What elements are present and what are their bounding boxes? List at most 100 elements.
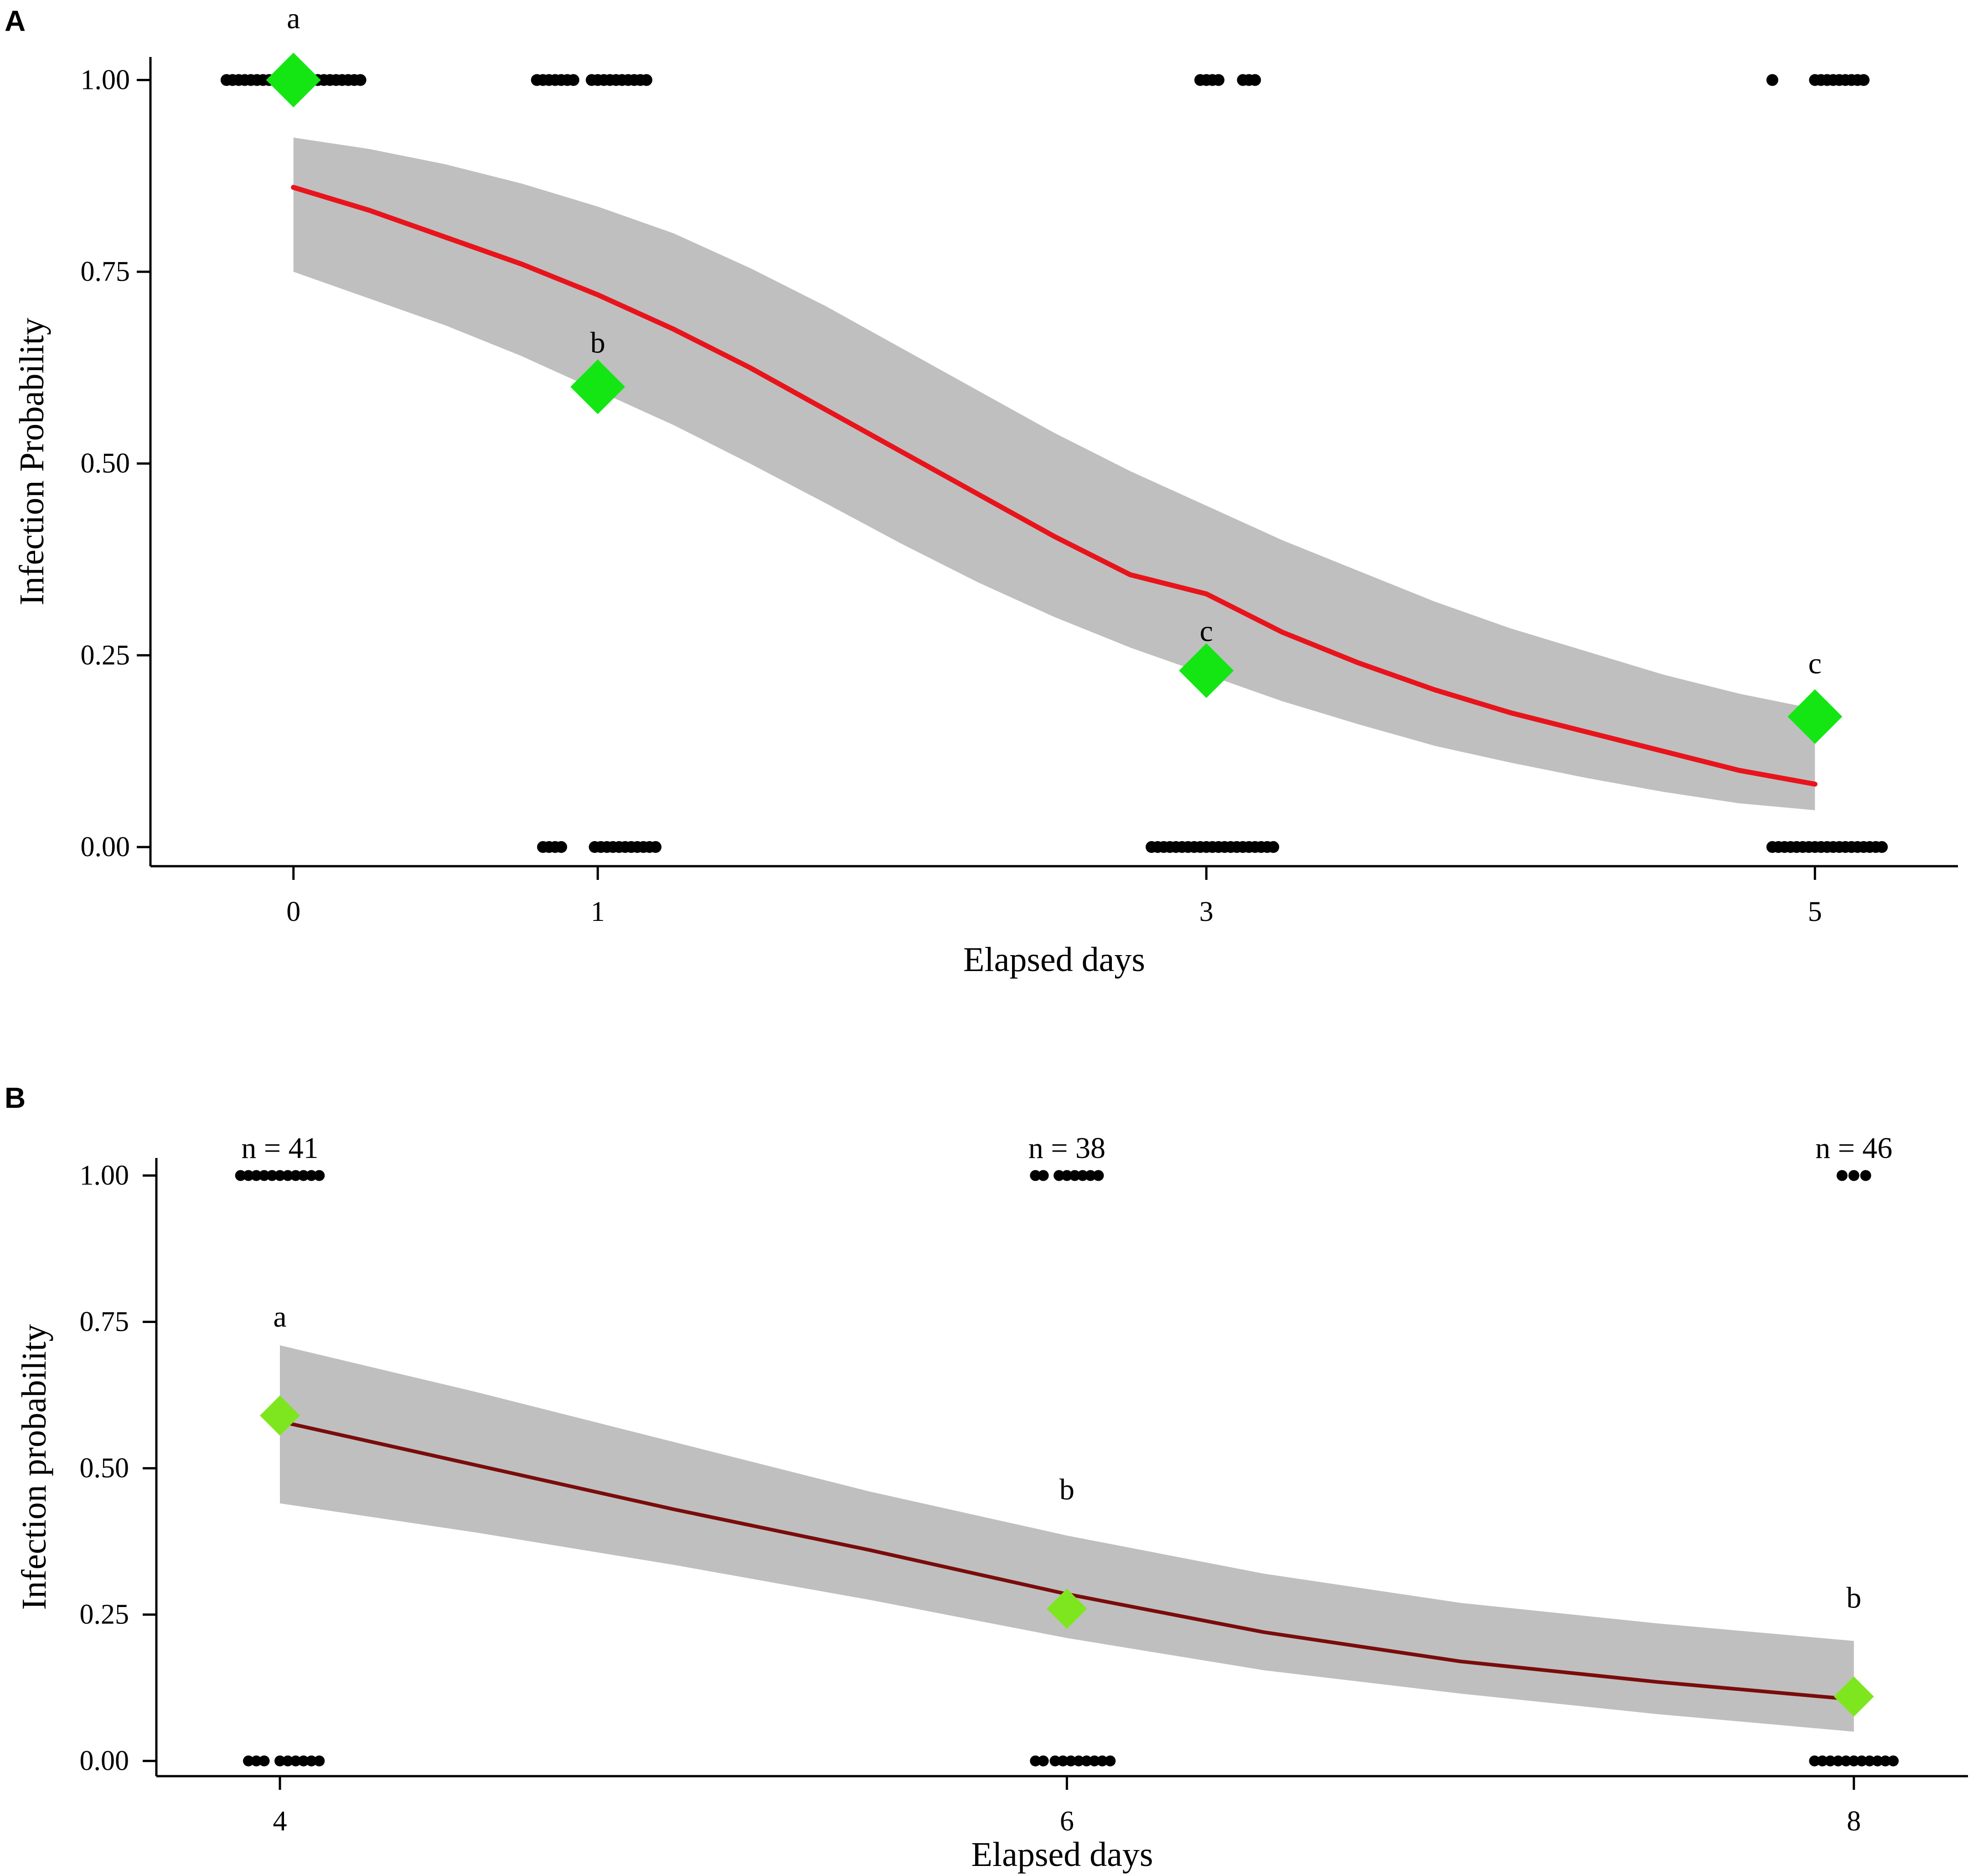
raw-observation-point xyxy=(258,1170,270,1181)
observed-proportion-point xyxy=(1047,1588,1087,1629)
raw-observation-point xyxy=(266,1170,278,1181)
raw-observation-point xyxy=(1097,1755,1108,1767)
sample-size-label: n = 46 xyxy=(1815,1132,1892,1165)
raw-observation-point xyxy=(1864,1755,1875,1767)
x-tick-label: 1 xyxy=(591,896,605,927)
raw-observation-point xyxy=(1848,1755,1859,1767)
raw-observation-point xyxy=(1872,1755,1883,1767)
raw-observation-point xyxy=(1049,1755,1061,1767)
raw-observation-point xyxy=(1057,1755,1069,1767)
raw-observation-point xyxy=(650,841,662,853)
raw-observation-point xyxy=(306,1170,317,1181)
raw-observation-point xyxy=(282,1755,294,1767)
y-tick-label: 1.00 xyxy=(80,1160,129,1191)
significance-letter: b xyxy=(590,326,605,359)
raw-observation-point xyxy=(354,74,367,86)
x-axis-title: Elapsed days xyxy=(963,941,1145,979)
raw-observation-point xyxy=(1089,1755,1100,1767)
significance-letter: a xyxy=(273,1300,286,1333)
raw-observation-point xyxy=(1249,74,1261,86)
raw-observation-point xyxy=(314,1755,325,1767)
x-tick-label: 8 xyxy=(1847,1806,1861,1837)
raw-observation-point xyxy=(251,1170,262,1181)
raw-observation-point xyxy=(274,1170,285,1181)
raw-observation-point xyxy=(306,1755,317,1767)
significance-letter: c xyxy=(1200,615,1213,648)
raw-observation-point xyxy=(567,74,579,86)
observed-proportion-point xyxy=(266,52,321,108)
raw-observation-point xyxy=(274,1755,285,1767)
raw-observation-point xyxy=(1054,1170,1065,1181)
confidence-band xyxy=(293,137,1815,811)
y-axis-title: Infection Probability xyxy=(13,318,51,605)
raw-observation-point xyxy=(1038,1755,1049,1767)
observed-proportion-point xyxy=(1787,689,1843,744)
x-tick-label: 0 xyxy=(286,896,300,927)
y-tick-label: 0.75 xyxy=(81,256,130,287)
raw-observation-point xyxy=(1809,1755,1820,1767)
raw-observation-point xyxy=(298,1755,309,1767)
raw-observation-point xyxy=(1840,1755,1852,1767)
raw-observation-point xyxy=(1267,841,1280,853)
observed-proportion-point xyxy=(1834,1676,1874,1717)
x-tick-label: 5 xyxy=(1808,896,1822,927)
x-axis-title: Elapsed days xyxy=(971,1835,1153,1874)
raw-observation-point xyxy=(1081,1755,1092,1767)
observed-proportion-point xyxy=(570,359,625,414)
chart-panel-b: a b b n = 41 n = 38 n = 46 0.00 0.25 0.50 0.75 1.0… xyxy=(15,1132,1968,1874)
panel-label-b: B xyxy=(5,1081,26,1114)
raw-observation-point xyxy=(1213,74,1224,86)
y-tick-label: 0.25 xyxy=(81,640,130,671)
raw-observation-point xyxy=(1824,1755,1836,1767)
raw-observation-point xyxy=(1085,1170,1096,1181)
y-tick-label: 0.25 xyxy=(80,1599,129,1630)
sample-size-label: n = 38 xyxy=(1028,1132,1105,1165)
y-tick-label: 0.50 xyxy=(81,448,130,479)
y-tick-label: 0.00 xyxy=(81,832,130,863)
raw-observation-point xyxy=(1860,1170,1871,1181)
raw-observation-point xyxy=(298,1170,309,1181)
raw-observation-point xyxy=(1073,1755,1085,1767)
x-tick-label: 3 xyxy=(1199,896,1214,927)
x-tick-label: 4 xyxy=(273,1806,287,1837)
sample-size-label: n = 41 xyxy=(241,1132,318,1165)
raw-observation-point xyxy=(1876,841,1888,853)
y-tick-label: 1.00 xyxy=(81,64,130,95)
significance-letter: b xyxy=(1846,1581,1861,1614)
raw-observation-point xyxy=(1038,1170,1049,1181)
fitted-line xyxy=(291,185,1818,787)
raw-observation-point xyxy=(1077,1170,1088,1181)
raw-observation-point xyxy=(243,1170,254,1181)
raw-observation-point xyxy=(290,1170,301,1181)
chart-panel-a: a b c c 0.00 0.25 0.50 0.75 1.00 0 1 3 5 Elapsed days… xyxy=(13,2,1958,979)
significance-letter: a xyxy=(287,2,300,35)
raw-observation-point xyxy=(1069,1170,1080,1181)
raw-observation-point xyxy=(1836,1170,1848,1181)
significance-letter: c xyxy=(1808,647,1822,680)
raw-observation-point xyxy=(1848,1170,1859,1181)
raw-observation-point xyxy=(1065,1755,1076,1767)
raw-observation-point xyxy=(1833,1755,1844,1767)
raw-observation-point xyxy=(1856,1755,1867,1767)
raw-observation-point xyxy=(1061,1170,1073,1181)
raw-observation-point xyxy=(1817,1755,1828,1767)
y-tick-label: 0.75 xyxy=(80,1307,129,1338)
raw-observation-point xyxy=(1888,1755,1899,1767)
y-tick-label: 0.50 xyxy=(80,1453,129,1484)
raw-observation-point xyxy=(555,841,568,853)
raw-observation-point xyxy=(1030,1170,1041,1181)
observed-proportion-point xyxy=(260,1395,300,1436)
raw-observation-point xyxy=(640,74,652,86)
raw-observation-point xyxy=(1105,1755,1116,1767)
raw-observation-point xyxy=(251,1755,262,1767)
raw-observation-point xyxy=(314,1170,325,1181)
raw-observation-point xyxy=(1766,74,1778,86)
raw-observation-point xyxy=(1858,74,1870,86)
observed-proportion-point xyxy=(1179,643,1234,698)
panel-label-a: A xyxy=(5,5,26,37)
raw-observation-point xyxy=(1093,1170,1104,1181)
significance-letter: b xyxy=(1059,1473,1074,1506)
y-axis-title: Infection probability xyxy=(15,1324,53,1610)
x-tick-label: 6 xyxy=(1060,1806,1074,1837)
